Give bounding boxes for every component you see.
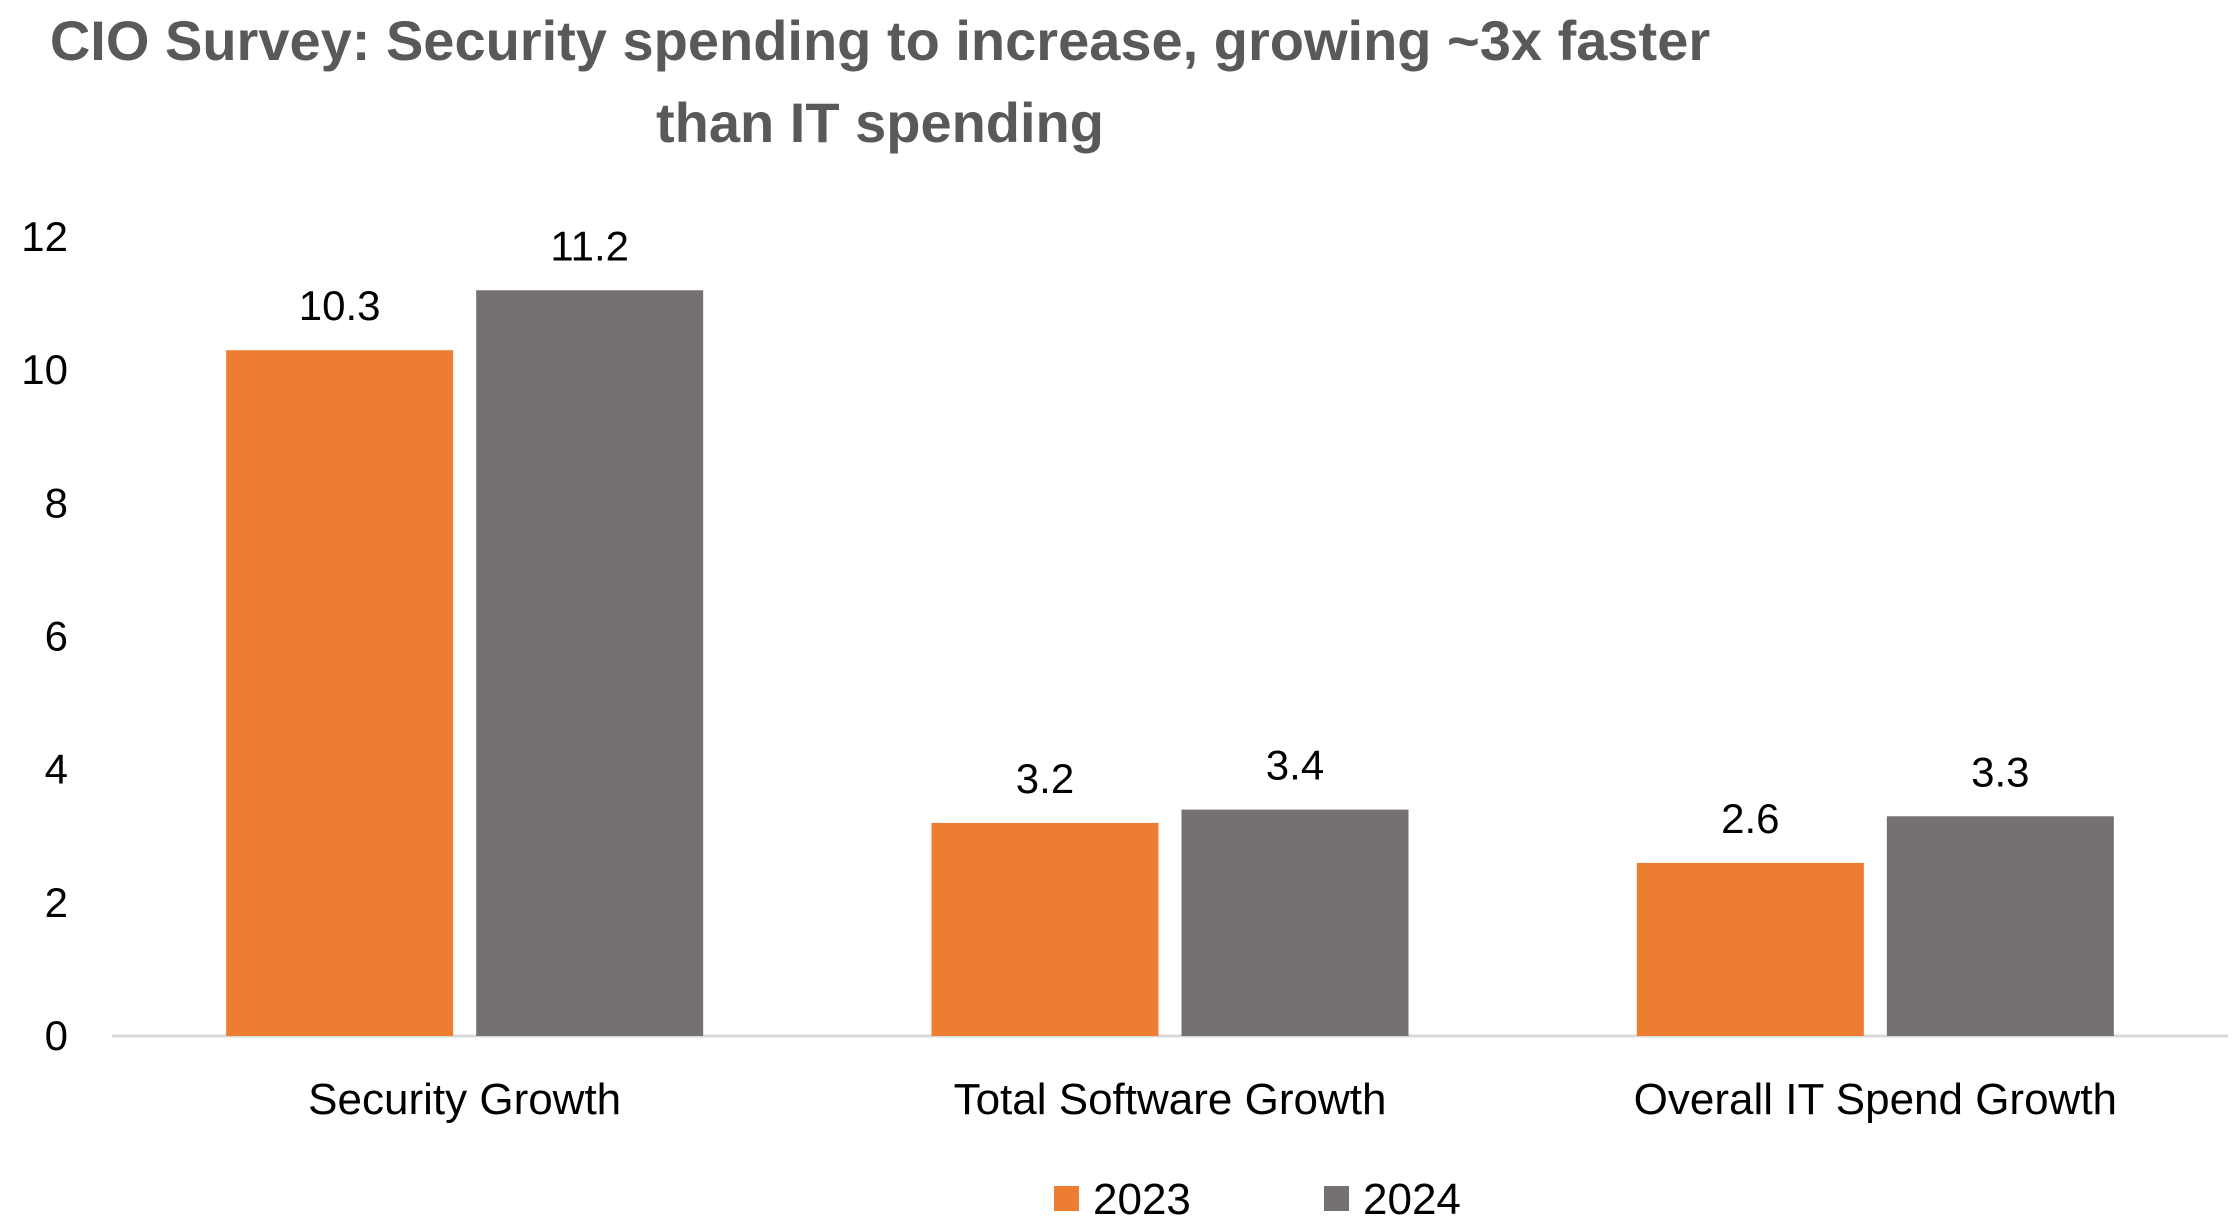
axis-layer: 0 2 4 6 8 10 12 Security Growth Total Software G… (21, 213, 2228, 1124)
bar-2023 (226, 350, 454, 1037)
legend-label-2024: 2024 (1363, 1175, 1461, 1224)
legend-swatch-2024 (1324, 1186, 1349, 1211)
bar-2024 (1886, 816, 2114, 1036)
data-label: 10.3 (299, 282, 381, 329)
data-label: 2.6 (1721, 795, 1779, 842)
y-tick-label: 8 (45, 479, 68, 526)
legend-label-2023: 2023 (1093, 1175, 1191, 1224)
bar-2024 (1181, 809, 1409, 1036)
chart-title: CIO Survey: Security spending to increas… (0, 0, 1760, 164)
data-label: 3.4 (1266, 742, 1324, 789)
x-tick-label: Security Growth (308, 1075, 621, 1124)
x-tick-label: Total Software Growth (954, 1075, 1387, 1124)
chart-title-line2: than IT spending (656, 91, 1104, 154)
y-tick-label: 12 (21, 213, 68, 260)
legend-swatch-2023 (1054, 1186, 1079, 1211)
y-tick-label: 4 (45, 746, 68, 793)
y-tick-label: 6 (45, 613, 68, 660)
y-tick-label: 2 (45, 879, 68, 926)
x-tick-label: Overall IT Spend Growth (1634, 1075, 2117, 1124)
bar-2023 (931, 822, 1159, 1036)
bar-2023 (1636, 862, 1864, 1036)
bar-2024 (476, 290, 704, 1036)
bars-layer (226, 290, 2114, 1037)
data-label: 11.2 (550, 222, 629, 269)
y-tick-label: 0 (45, 1012, 68, 1059)
labels-layer: 10.3 11.2 3.2 3.4 2.6 3.3 (299, 222, 2030, 842)
data-label: 3.3 (1971, 748, 2029, 795)
data-label: 3.2 (1016, 755, 1074, 802)
y-tick-label: 10 (21, 346, 68, 393)
chart-title-line1: CIO Survey: Security spending to increas… (49, 9, 1711, 72)
legend: 2023 2024 (1054, 1175, 1461, 1224)
